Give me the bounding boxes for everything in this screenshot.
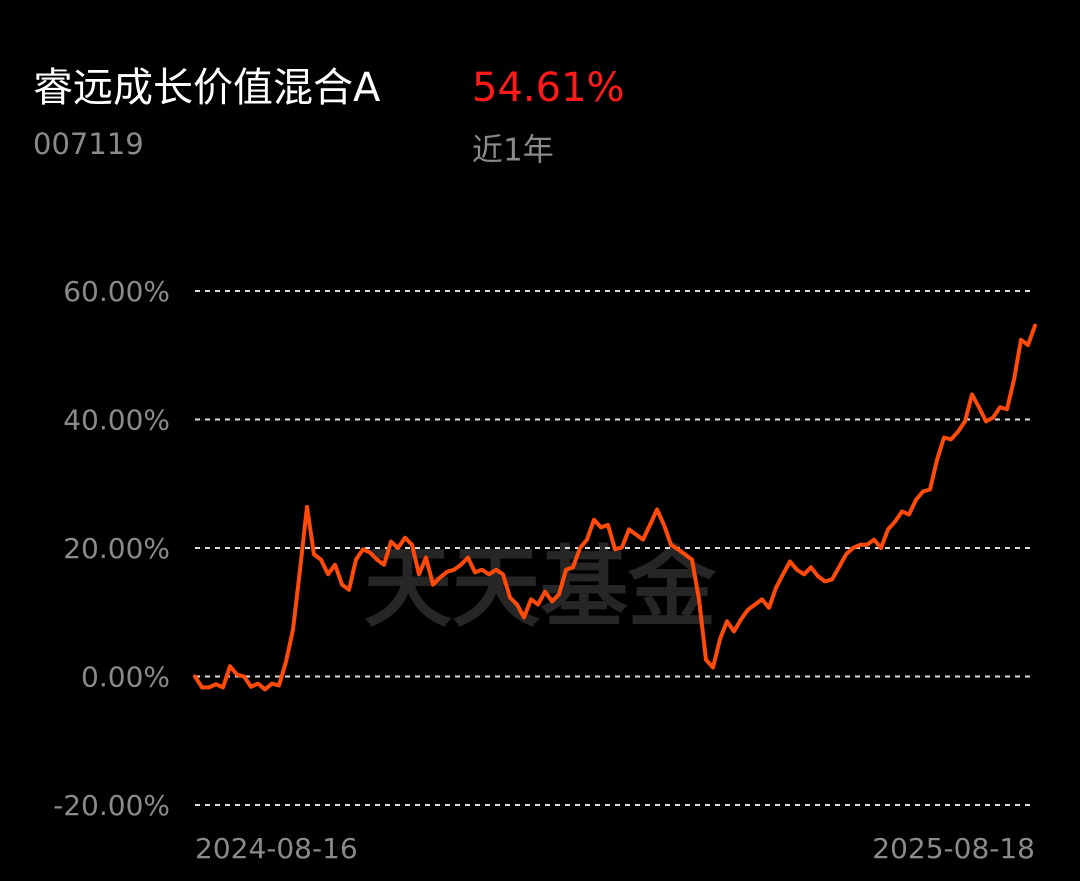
watermark: 天天基金 [364,535,717,639]
price-line [193,323,1037,692]
x-tick-label: 2024-08-16 [195,832,358,865]
return-value: 54.61% [472,65,625,111]
y-tick-label: -20.00% [53,789,170,822]
fund-code: 007119 [33,127,144,161]
y-tick-label: 40.00% [63,404,170,437]
y-tick-label: 20.00% [63,532,170,565]
period: 近1年 [472,133,554,169]
fund-title: 睿远成长价值混合A [33,65,381,111]
y-tick-label: 0.00% [81,661,170,694]
y-tick-label: 60.00% [63,275,170,308]
x-tick-label: 2025-08-18 [872,832,1035,865]
